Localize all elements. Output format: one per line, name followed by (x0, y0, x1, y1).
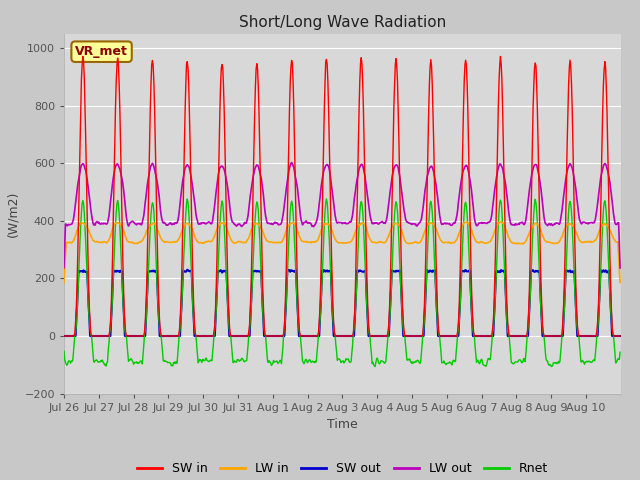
Title: Short/Long Wave Radiation: Short/Long Wave Radiation (239, 15, 446, 30)
Legend: SW in, LW in, SW out, LW out, Rnet: SW in, LW in, SW out, LW out, Rnet (132, 457, 553, 480)
Text: VR_met: VR_met (75, 45, 128, 58)
Y-axis label: (W/m2): (W/m2) (6, 191, 19, 237)
X-axis label: Time: Time (327, 418, 358, 431)
